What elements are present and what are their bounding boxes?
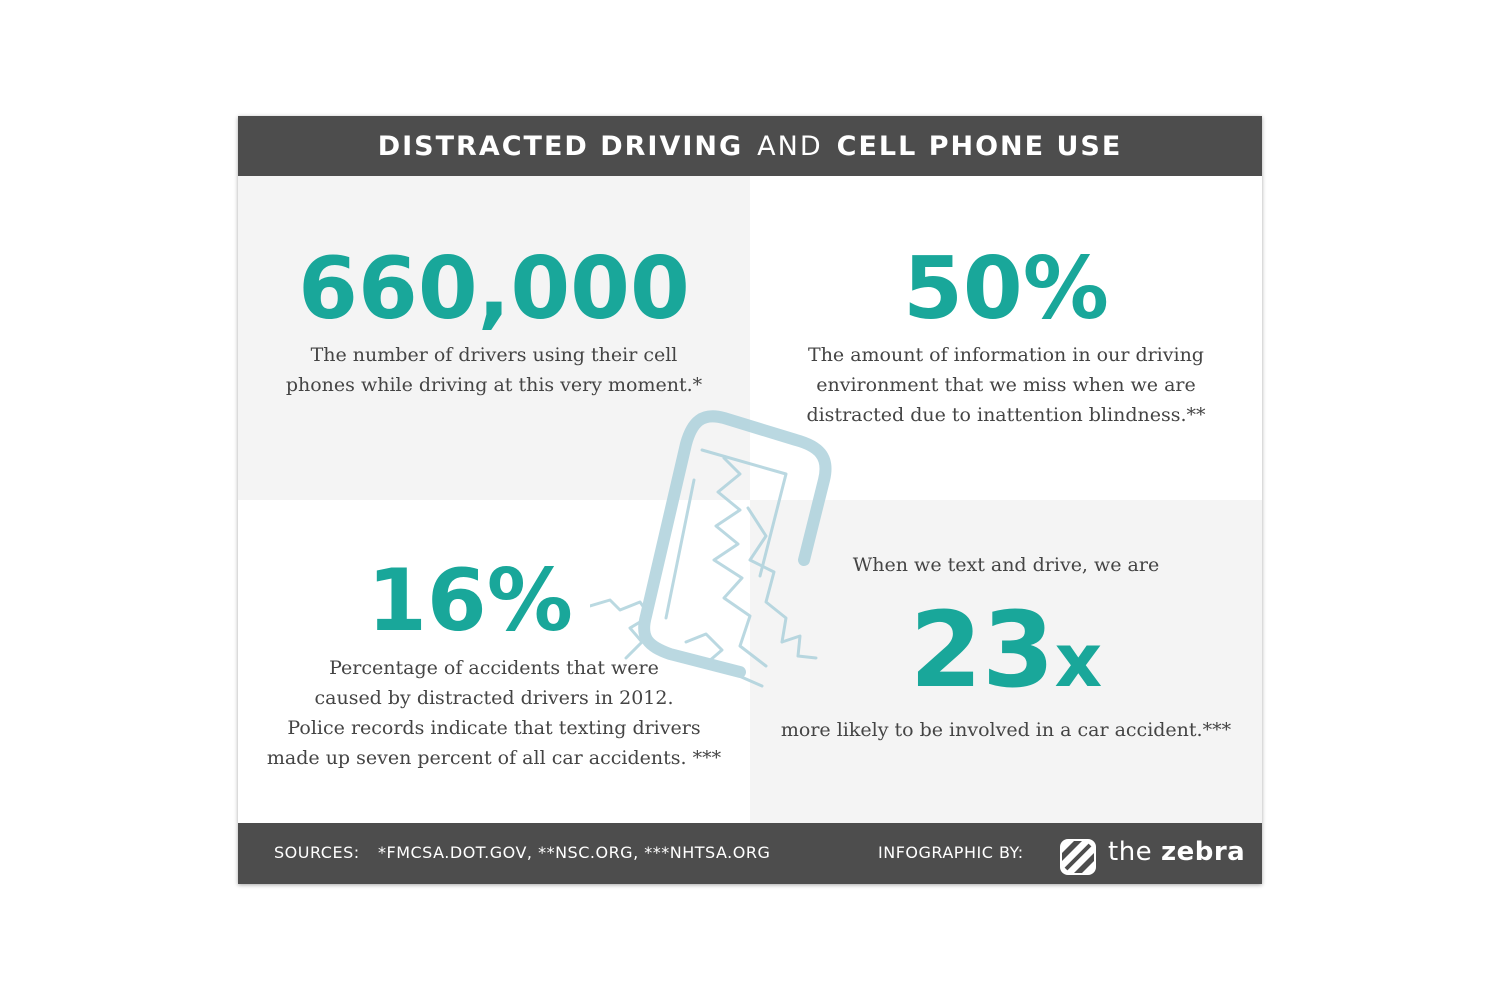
brand-wordmark: the zebra [1108, 837, 1245, 867]
infographic-by-label: INFOGRAPHIC BY: [878, 843, 1024, 862]
zebra-stripes-logo-icon [1060, 839, 1096, 875]
sources-list: *FMCSA.DOT.GOV, **NSC.ORG, ***NHTSA.ORG [378, 843, 771, 862]
description-line: environment that we miss when we are [816, 374, 1196, 396]
stat-description-drivers: The number of drivers using their cell p… [238, 340, 750, 400]
sources-label: SOURCES: [274, 843, 360, 862]
brand-prefix: the [1108, 837, 1153, 867]
stat-intro-texting: When we text and drive, we are [750, 550, 1262, 580]
description-line: The amount of information in our driving [808, 344, 1204, 366]
stat-description-accidents: Percentage of accidents that were caused… [238, 653, 750, 773]
description-line: made up seven percent of all car acciden… [266, 747, 722, 769]
stat-panel-texting: When we text and drive, we are 23x more … [750, 500, 1262, 823]
description-line: Percentage of accidents that were [329, 657, 659, 679]
stat-panel-drivers: 660,000 The number of drivers using thei… [238, 176, 750, 500]
stat-value-information: 50% [903, 239, 1109, 339]
stat-panel-accidents: 16% Percentage of accidents that were ca… [238, 500, 750, 823]
multiplier-suffix: x [1054, 618, 1103, 704]
infographic-card: DISTRACTED DRIVING AND CELL PHONE USE 66… [238, 116, 1262, 884]
stat-description-information: The amount of information in our driving… [750, 340, 1262, 430]
title-part-1: DISTRACTED DRIVING [377, 130, 744, 162]
title-part-2: AND [757, 130, 823, 162]
stat-description-texting: more likely to be involved in a car acci… [750, 715, 1262, 745]
description-line: Police records indicate that texting dri… [287, 717, 701, 739]
intro-line: When we text and drive, we are [852, 554, 1160, 576]
footer-bar: SOURCES: *FMCSA.DOT.GOV, **NSC.ORG, ***N… [238, 823, 1262, 884]
description-line: caused by distracted drivers in 2012. [314, 687, 674, 709]
stat-value-drivers: 660,000 [298, 239, 690, 339]
description-line: distracted due to inattention blindness.… [806, 404, 1206, 426]
description-line: more likely to be involved in a car acci… [780, 719, 1232, 741]
description-line: phones while driving at this very moment… [285, 374, 703, 396]
header-bar: DISTRACTED DRIVING AND CELL PHONE USE [238, 116, 1262, 176]
stat-value-texting: 23x [750, 598, 1262, 702]
brand-name: zebra [1160, 837, 1246, 867]
stat-value-accidents: 16% [367, 551, 573, 651]
description-line: The number of drivers using their cell [310, 344, 678, 366]
multiplier-number: 23 [909, 589, 1055, 711]
stat-panel-information: 50% The amount of information in our dri… [750, 176, 1262, 500]
title-part-3: CELL PHONE USE [836, 130, 1123, 162]
